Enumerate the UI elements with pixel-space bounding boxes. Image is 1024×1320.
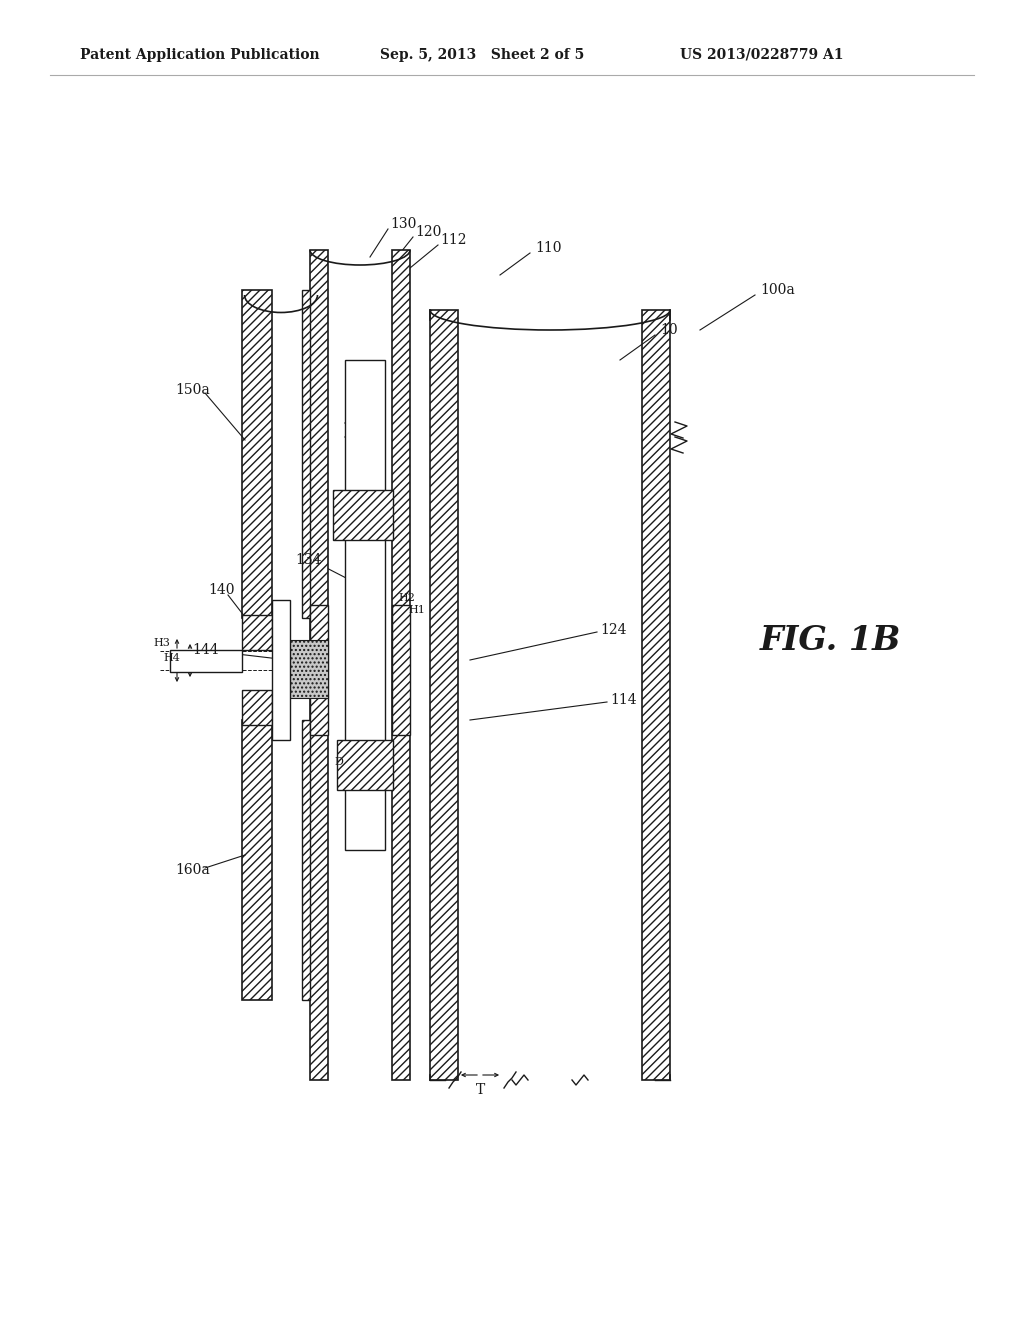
- Bar: [310, 605, 328, 735]
- Text: 112: 112: [440, 234, 467, 247]
- Bar: [337, 741, 393, 789]
- Text: 150a: 150a: [175, 383, 210, 397]
- Bar: [302, 290, 310, 618]
- Text: US 2013/0228779 A1: US 2013/0228779 A1: [680, 48, 844, 62]
- Text: 140: 140: [208, 583, 234, 597]
- Text: 160a: 160a: [175, 863, 210, 876]
- Text: H3: H3: [153, 638, 170, 648]
- Bar: [272, 601, 290, 741]
- Text: 144: 144: [193, 643, 219, 657]
- Bar: [288, 640, 328, 698]
- Bar: [170, 649, 242, 672]
- Text: 110: 110: [535, 242, 561, 255]
- Bar: [242, 290, 272, 618]
- Bar: [242, 719, 272, 1001]
- Text: 120: 120: [415, 224, 441, 239]
- Text: Sep. 5, 2013   Sheet 2 of 5: Sep. 5, 2013 Sheet 2 of 5: [380, 48, 585, 62]
- Text: D: D: [334, 756, 343, 767]
- Text: 114: 114: [610, 693, 637, 708]
- Bar: [430, 310, 458, 1080]
- Bar: [242, 690, 272, 725]
- Bar: [642, 310, 670, 1080]
- Text: 10: 10: [660, 323, 678, 337]
- Text: T: T: [475, 1082, 484, 1097]
- Bar: [302, 719, 310, 1001]
- Text: 124: 124: [600, 623, 627, 638]
- Text: H2: H2: [398, 593, 415, 603]
- Bar: [242, 615, 272, 649]
- Bar: [333, 490, 393, 540]
- Text: H1: H1: [408, 605, 425, 615]
- Text: 134: 134: [295, 553, 322, 568]
- Text: Patent Application Publication: Patent Application Publication: [80, 48, 319, 62]
- Text: 100a: 100a: [760, 282, 795, 297]
- Bar: [310, 249, 328, 1080]
- Bar: [392, 249, 410, 1080]
- Text: H4: H4: [163, 653, 180, 663]
- Text: FIG. 1B: FIG. 1B: [760, 623, 901, 656]
- Text: 130: 130: [390, 216, 417, 231]
- Bar: [345, 360, 385, 850]
- Bar: [392, 605, 410, 735]
